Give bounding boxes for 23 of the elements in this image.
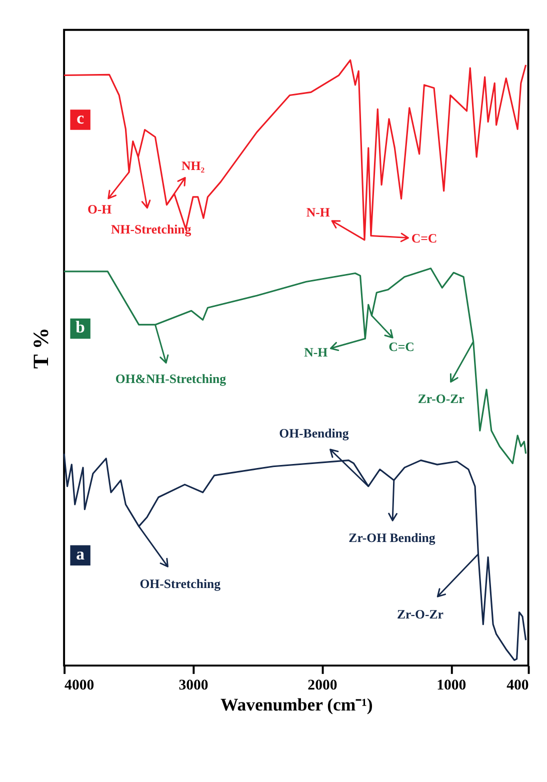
text: b (76, 318, 85, 337)
x-tick-label: 4000 (64, 678, 94, 694)
x-tick-label: 400 (506, 678, 529, 694)
annotation: NH-Stretching (111, 222, 192, 237)
series-label: c (76, 108, 85, 128)
x-axis-title: Wavenumber (cm⁻¹) (220, 694, 373, 714)
annotation: C=C (388, 340, 414, 354)
x-tick-label: 1000 (436, 678, 466, 694)
y-axis-title: T % (28, 328, 53, 369)
annotation: Zr-O-Zr (418, 392, 465, 406)
annotation: O-H (87, 202, 112, 217)
annotation: NH₂ (181, 159, 205, 174)
annotation: OH-Stretching (140, 576, 222, 591)
annotation: N-H (304, 345, 328, 360)
text: a (76, 544, 86, 564)
x-tick-label: 2000 (308, 678, 338, 694)
annotation: N-H (306, 206, 330, 220)
annotation: C=C (411, 232, 438, 246)
x-tick-label: 3000 (178, 678, 208, 694)
annotation: Zr-O-Zr (396, 608, 444, 622)
annotation: OH-Bending (279, 426, 350, 441)
annotation: Zr-OH Bending (348, 530, 436, 545)
annotation: OH&NH-Stretching (115, 372, 227, 386)
